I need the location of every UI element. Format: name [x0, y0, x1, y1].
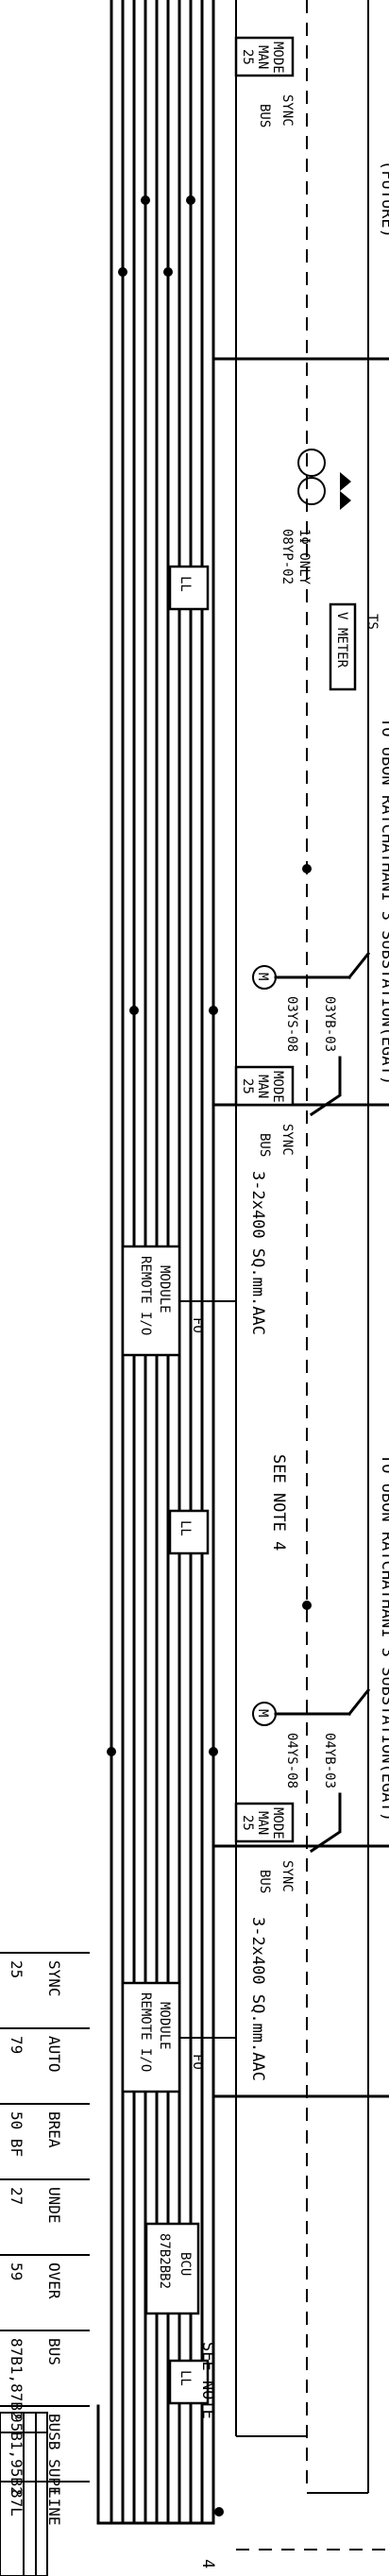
legend-code: 50 BF: [8, 2111, 25, 2157]
svg-text:REMOTE I/O: REMOTE I/O: [138, 1992, 153, 2072]
feeder-2-conductor: 3-2x400 SQ.mm.AAC: [248, 1171, 267, 1335]
feeder-1-conductor: 3-2x400 SQ.mm.AAC: [248, 1917, 267, 2081]
sync-relay-group-2: 25 MAN MODE SYNC BUS: [234, 1065, 295, 1157]
ts-label: TS: [364, 614, 380, 630]
remote-io-module-1: REMOTE I/O MODULE FO: [121, 1981, 236, 2093]
svg-text:25: 25: [240, 49, 255, 65]
svg-text:LL: LL: [178, 576, 193, 592]
svg-text:LL: LL: [178, 2370, 193, 2386]
svg-text:REMOTE I/O: REMOTE I/O: [138, 1256, 153, 1335]
cb-label-2: 03YB-03: [322, 996, 337, 1052]
ll-box-1: LL: [168, 2359, 210, 2405]
breaker-label-2: 03YS-08: [284, 996, 299, 1052]
fo-label: FO: [190, 2054, 205, 2070]
feeder-2-title: TO UBON RATCHATHANI 3 SUBSTATION(EGAT): [378, 718, 389, 1085]
feeder-1-title: TO UBON RATCHATHANI 3 SUBSTATION(EGAT): [378, 1454, 389, 1822]
svg-text:87B2BB2: 87B2BB2: [157, 2233, 172, 2289]
svg-text:BCU: BCU: [178, 2252, 193, 2276]
legend-code: 25: [8, 1960, 25, 1978]
legend-code: 87L: [8, 2489, 25, 2517]
junction-dots: [107, 195, 312, 2517]
feeder-3-title: (FUTURE): [378, 161, 389, 238]
svg-text:MODULE: MODULE: [157, 1265, 172, 1313]
svg-text:MODE: MODE: [270, 42, 285, 74]
svg-text:MODE: MODE: [270, 1071, 285, 1103]
svg-text:25: 25: [240, 1815, 255, 1831]
breaker-label-1: 04YS-08: [284, 1733, 299, 1788]
svg-text:SYNC: SYNC: [279, 94, 295, 127]
left-see-note: SEE NOTE: [198, 2342, 217, 2419]
legend-code: 59: [8, 2262, 25, 2280]
fo-label: FO: [190, 1317, 205, 1333]
bcu-box: 87B2BB2 BCU: [144, 2222, 200, 2315]
ll-box-3: LL: [168, 565, 210, 611]
legend-description: SYNC: [45, 1960, 63, 1997]
motor-label: M: [255, 973, 270, 980]
legend-code: 95B1,95B2: [8, 2414, 25, 2496]
legend-description: UNDE: [45, 2187, 63, 2224]
legend-table: [0, 2412, 48, 2576]
breaker-feeder-1: M 04YS-08 04YB-03: [252, 1687, 371, 1788]
svg-text:SYNC: SYNC: [279, 1860, 295, 1892]
remote-io-module-2: REMOTE I/O MODULE FO: [121, 1245, 236, 1357]
v-meter-label: V METER: [334, 612, 349, 669]
breaker-feeder-2: M 03YS-08 03YB-03: [252, 951, 371, 1052]
legend-rows: 25 SYNC 79 AUTO 50 BF BREA 27 UNDE 59 OVER 87B1,87…: [0, 1952, 90, 2526]
sync-relay-group-1: 25 MAN MODE SYNC BUS: [234, 1802, 295, 1893]
svg-text:LL: LL: [178, 1520, 193, 1536]
svg-text:MODE: MODE: [270, 1807, 285, 1839]
legend-code: 87B1,87B2: [8, 2338, 25, 2420]
legend-description: BREA: [45, 2111, 63, 2148]
legend-code: 27: [8, 2187, 25, 2205]
control-wiring: [235, 0, 389, 2551]
svg-text:MODULE: MODULE: [157, 2002, 172, 2050]
svg-text:BUS: BUS: [257, 104, 272, 127]
legend-description: BUSB SUPE: [45, 2414, 63, 2496]
legend-description: OVER: [45, 2262, 63, 2299]
left-note-number: 4: [198, 2559, 217, 2568]
svg-text:MAN: MAN: [255, 45, 270, 69]
legend-code: 79: [8, 2036, 25, 2054]
motor-label: M: [255, 1709, 270, 1717]
legend-description: AUTO: [45, 2036, 63, 2073]
ll-box-2: LL: [168, 1509, 210, 1555]
legend-description: LINE: [45, 2489, 63, 2526]
voltage-transformer: 08YP-02 1Φ ONLY TS V METER: [279, 449, 380, 691]
svg-text:SYNC: SYNC: [279, 1124, 295, 1156]
vt-phase: 1Φ ONLY: [296, 529, 312, 585]
svg-text:BUS: BUS: [257, 1133, 272, 1157]
svg-text:MAN: MAN: [255, 1075, 270, 1098]
svg-text:25: 25: [240, 1078, 255, 1094]
cb-label-1: 04YB-03: [322, 1733, 337, 1788]
vt-id: 08YP-02: [279, 529, 295, 585]
svg-text:MAN: MAN: [255, 1811, 270, 1835]
sync-relay-group-3: 25 MAN MODE SYNC BUS: [234, 36, 295, 127]
svg-text:BUS: BUS: [257, 1870, 272, 1893]
see-note-2: SEE NOTE 4: [269, 1454, 288, 1551]
legend-description: BUS: [45, 2338, 63, 2365]
